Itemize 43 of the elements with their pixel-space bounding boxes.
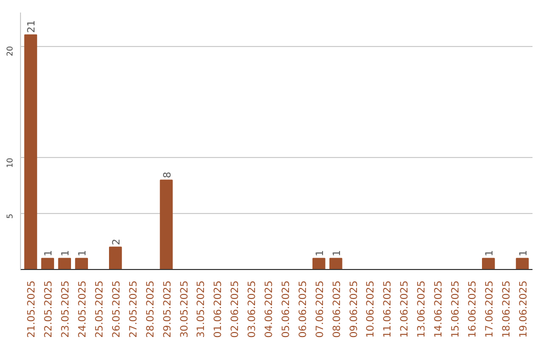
x-tick-label: 31.05.2025 (196, 280, 208, 338)
x-tick-label: 10.06.2025 (366, 280, 377, 338)
data-label: 21 (26, 20, 38, 33)
x-tick-label: 17.06.2025 (484, 280, 496, 338)
data-label: 1 (44, 250, 55, 256)
x-tick-label: 15.06.2025 (450, 280, 462, 338)
x-tick-label: 13.06.2025 (416, 280, 428, 338)
data-label: 1 (332, 250, 343, 256)
x-tick-label: 30.05.2025 (179, 280, 190, 338)
data-label: 1 (518, 250, 530, 256)
x-tick-label: 08.06.2025 (332, 280, 343, 338)
x-tick-label: 22.05.2025 (44, 280, 55, 338)
x-tick-label: 02.06.2025 (230, 280, 242, 338)
data-label: 1 (484, 250, 496, 256)
x-tick-label: 27.05.2025 (128, 280, 140, 338)
x-tick-label: 06.06.2025 (298, 280, 309, 338)
data-label: 1 (78, 250, 89, 256)
y-tick-label: 5 (6, 214, 14, 219)
x-tick-label: 24.05.2025 (78, 280, 89, 338)
x-tick-label: 12.06.2025 (400, 280, 411, 338)
x-tick-label: 28.05.2025 (145, 280, 156, 338)
x-tick-label: 01.06.2025 (213, 280, 224, 338)
y-tick-label: 10 (6, 158, 14, 168)
x-tick-label: 14.06.2025 (434, 280, 445, 338)
x-tick-label: 26.05.2025 (111, 280, 122, 338)
data-label: 1 (60, 250, 72, 256)
x-tick-label: 09.06.2025 (348, 280, 360, 338)
x-tick-label: 25.05.2025 (94, 280, 106, 338)
x-tick-label: 04.06.2025 (264, 280, 276, 338)
y-tick-label: 20 (6, 46, 14, 56)
x-tick-label: 23.05.2025 (60, 280, 72, 338)
x-tick-label: 03.06.2025 (247, 280, 258, 338)
x-tick-label: 16.06.2025 (467, 280, 478, 338)
x-tick-label: 07.06.2025 (314, 280, 326, 338)
data-label: 1 (314, 250, 326, 256)
data-label: 8 (162, 172, 174, 178)
data-label: 2 (111, 238, 122, 246)
x-tick-label: 11.06.2025 (382, 280, 394, 338)
x-tick-label: 29.05.2025 (162, 280, 174, 338)
x-tick-label: 19.06.2025 (518, 280, 530, 338)
x-tick-label: 05.06.2025 (280, 280, 292, 338)
x-tick-label: 18.06.2025 (501, 280, 512, 338)
x-tick-label: 21.05.2025 (26, 280, 38, 338)
